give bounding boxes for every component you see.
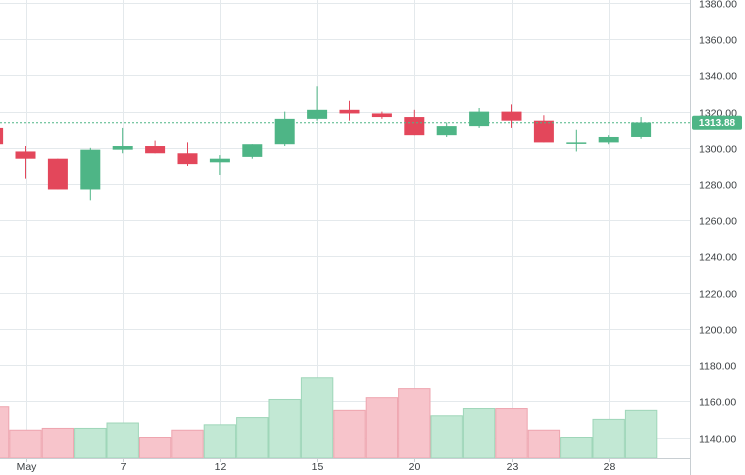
grid-layer [0,0,690,458]
candle-body [371,113,392,118]
volume-bar [398,388,431,459]
volume-bar [333,409,366,459]
time-tick-label: 12 [215,461,227,473]
time-axis-labels: May 7 12 15 20 23 28 [17,458,616,473]
candle [501,104,522,128]
time-tick-label: 23 [507,461,519,473]
candle-body [145,146,166,154]
candle-body [80,149,101,190]
candle-body [404,117,425,136]
price-tick-label: 1260.00 [699,216,737,228]
volume-bar [462,408,496,459]
candle-body [501,111,522,121]
time-tick-label: 7 [121,461,127,473]
volume-bar [41,427,75,459]
volume-bar [74,427,107,459]
candle [177,142,198,166]
volume-layer [0,377,658,459]
candle [209,155,230,175]
time-tick-label: 15 [312,461,324,473]
volume-bar [560,437,593,459]
axis-layer [0,0,691,475]
current-price-badge-box [692,115,742,130]
volume-bar-partial [0,406,10,459]
candle [566,129,587,152]
candle-body [15,151,36,159]
candle [533,115,554,143]
candle [47,158,68,190]
candle-body [47,158,68,190]
volume-bar [300,377,334,459]
candle-body [469,111,490,127]
price-tick-label: 1200.00 [699,325,737,337]
candle [15,146,36,179]
volume-bar [9,429,42,459]
volume-bar [268,398,301,459]
candle [436,122,457,137]
volume-bar [138,437,172,459]
candle-body [566,142,587,144]
candle-body [112,146,133,150]
volume-bar [365,397,399,459]
candle-body [177,153,198,165]
candle-body [436,126,457,136]
volume-bar [430,415,463,459]
volume-bar [624,409,658,459]
volume-bar [527,429,561,459]
candle [404,109,425,136]
candle [598,135,619,145]
price-tick-label: 1300.00 [699,144,737,156]
candle [339,100,360,121]
time-tick-label: 20 [409,461,421,473]
time-tick-label: May [17,461,38,473]
candle-body [307,109,328,119]
price-tick-label: 1380.00 [699,0,737,11]
price-tick-label: 1340.00 [699,71,737,83]
candle [80,147,101,201]
price-tick-label: 1160.00 [699,397,736,409]
current-price-label: 1313.88 [699,118,736,129]
candle [631,117,652,139]
candle [307,86,328,121]
volume-bar [592,418,625,459]
candle-body [274,118,295,145]
candle-body [598,136,619,143]
candle-layer [0,86,652,201]
volume-bar [171,429,204,459]
candle-body [533,120,554,143]
candle [274,111,295,147]
candle-body [339,109,360,114]
price-tick-label: 1240.00 [699,252,737,264]
candle-body [631,122,652,137]
candle-body [0,127,4,145]
candle [145,140,166,154]
candle [469,108,490,128]
current-price-badge: 1313.88 [692,115,742,130]
candle-body [242,144,263,157]
candle [371,111,392,119]
volume-bar [236,417,269,459]
price-axis-labels: 1140.00 1160.00 1180.00 1200.00 1220.00 1240.… [699,0,737,446]
volume-bar [495,408,528,459]
volume-bar [203,424,237,459]
price-tick-label: 1220.00 [699,289,737,301]
candle-body [209,158,230,163]
price-tick-label: 1280.00 [699,180,737,192]
time-tick-label: 28 [604,461,616,473]
candle-partial [0,127,4,145]
volume-bar [106,422,139,459]
price-tick-label: 1180.00 [699,361,736,373]
candle [112,127,133,154]
candle [242,144,263,159]
price-tick-label: 1360.00 [699,35,737,47]
price-tick-label: 1140.00 [699,434,736,446]
